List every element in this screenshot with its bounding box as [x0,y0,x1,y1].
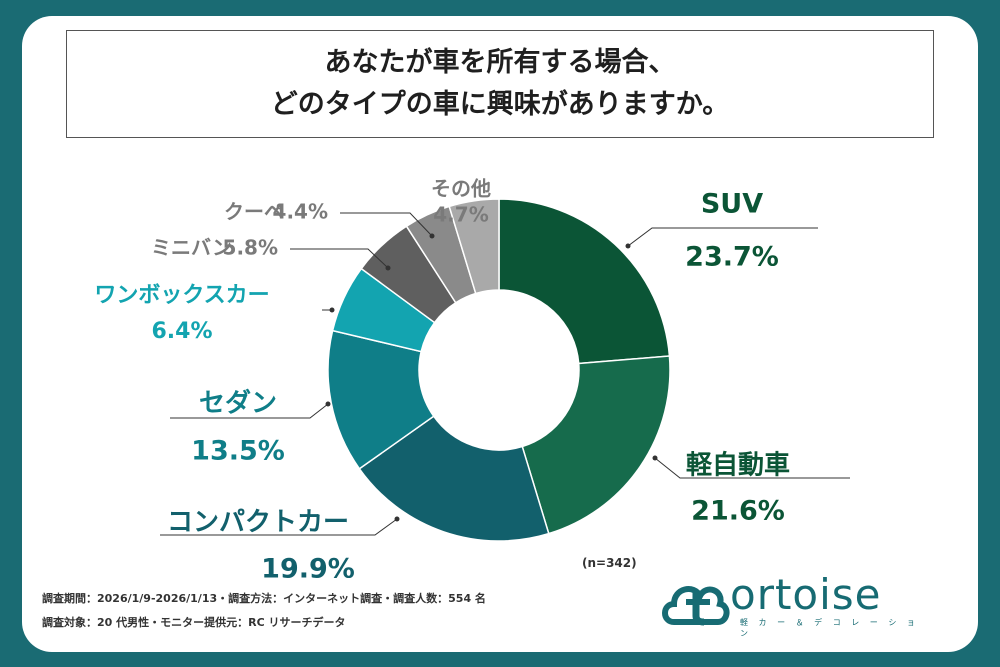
slice-value-1: 23.7% [685,242,779,273]
leader-dot-7 [429,233,435,239]
logo-wordmark: ortoise [730,570,882,619]
slice-label-2: 軽自動車 [686,450,790,481]
slice-value-3: 19.9% [261,554,355,585]
sample-size-note: (n=342) [582,556,637,570]
title-line-2: どのタイプの車に興味がありますか。 [270,89,730,120]
leader-dot-2 [652,455,658,461]
slice-value-5: 6.4% [151,319,212,344]
slice-label-3: コンパクトカー [167,508,349,538]
slice-label-7: クーペ [224,200,284,224]
leader-dot-5 [329,307,335,313]
title-box: あなたが車を所有する場合、 どのタイプの車に興味がありますか。 [66,30,934,138]
slice-value-2: 21.6% [691,496,785,527]
footer-survey-period: 調査期間：2026/1/9-2026/1/13・調査方法：インターネット調査・調… [42,592,486,605]
card-panel: あなたが車を所有する場合、 どのタイプの車に興味がありますか。 [22,16,978,652]
leader-dot-1 [625,243,631,249]
slice-3 [358,415,550,542]
slice-8 [448,198,500,295]
slice-value-7: 4.4% [273,200,328,224]
leader-dot-4 [325,401,331,407]
slice-label-1: SUV [701,189,763,220]
slice-value-4: 13.5% [191,436,285,467]
leader-line-1 [627,227,818,247]
slice-label-4: セダン [199,388,277,419]
leader-line-3 [160,518,398,536]
footer-survey-target: 調査対象：20 代男性・モニター提供元：RC リサーチデータ [42,616,346,629]
logo-subtitle: 軽 カ ー ＆ デ コ レ ー シ ョ ン [740,618,919,638]
slice-1 [498,198,671,365]
slice-value-8: 4.7% [433,203,488,227]
leader-dot-3 [394,516,400,522]
logo-cloud-icon [662,586,730,626]
leader-line-4 [170,403,329,419]
tortoise-logo: ortoise 軽 カ ー ＆ デ コ レ ー シ ョ ン [660,570,920,638]
slice-value-6: 5.8% [223,236,278,260]
title-line-1: あなたが車を所有する場合、 [324,47,676,78]
slice-label-6: ミニバン [151,236,232,260]
leader-line-6 [290,248,389,269]
slice-label-8: その他 [431,177,491,201]
slice-2 [521,355,671,535]
leader-dot-6 [385,265,391,271]
slice-label-5: ワンボックスカー [94,283,269,308]
leader-line-2 [654,457,850,479]
leader-line-7 [340,212,433,237]
